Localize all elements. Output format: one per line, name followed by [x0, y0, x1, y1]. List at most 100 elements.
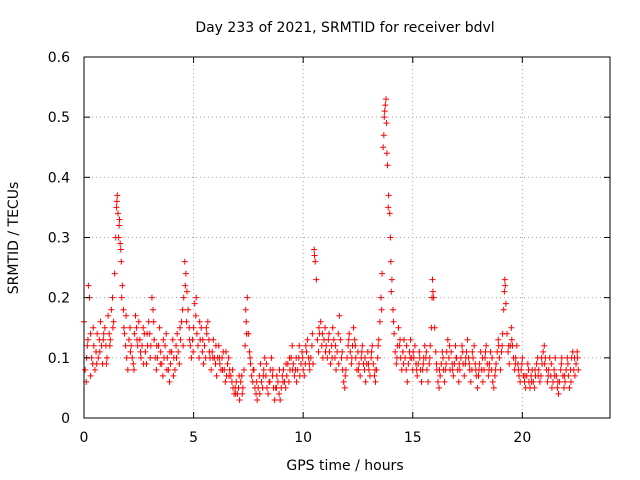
data-point [462, 354, 469, 361]
data-point [513, 342, 520, 349]
data-point [378, 306, 385, 313]
data-point [403, 366, 410, 373]
data-point [132, 312, 139, 319]
data-point [232, 390, 239, 397]
data-point [104, 354, 111, 361]
data-point [403, 342, 410, 349]
data-point [436, 366, 443, 373]
data-point [362, 378, 369, 385]
data-point [443, 360, 450, 367]
data-point [329, 354, 336, 361]
data-point [145, 318, 152, 325]
data-point [392, 348, 399, 355]
data-point [237, 378, 244, 385]
data-point [573, 360, 580, 367]
data-point [156, 324, 163, 331]
data-point [501, 288, 508, 295]
data-point [121, 330, 128, 337]
data-point [566, 384, 573, 391]
data-point [198, 324, 205, 331]
data-point [118, 258, 125, 265]
data-point [184, 288, 191, 295]
data-point [111, 270, 118, 277]
data-point [314, 336, 321, 343]
data-point [243, 318, 250, 325]
data-point [471, 342, 478, 349]
data-point [268, 354, 275, 361]
data-point [540, 348, 547, 355]
data-point [125, 336, 132, 343]
data-point [244, 294, 251, 301]
data-point [209, 354, 216, 361]
data-point [140, 360, 147, 367]
data-point [375, 336, 382, 343]
data-point [554, 378, 561, 385]
data-point [312, 258, 319, 265]
data-point [528, 378, 535, 385]
data-point [538, 354, 545, 361]
data-point [253, 378, 260, 385]
y-tick-label: 0.5 [48, 110, 70, 126]
data-point [291, 372, 298, 379]
data-point [479, 354, 486, 361]
data-point [212, 342, 219, 349]
data-point [105, 312, 112, 319]
data-point [107, 336, 114, 343]
data-point [190, 348, 197, 355]
data-point [483, 342, 490, 349]
data-point [333, 366, 340, 373]
data-point [175, 348, 182, 355]
data-point [560, 384, 567, 391]
data-point [500, 306, 507, 313]
data-point [90, 342, 97, 349]
data-point [361, 354, 368, 361]
data-point [116, 216, 123, 223]
data-point [117, 246, 124, 253]
data-point [208, 366, 215, 373]
data-point [381, 114, 388, 121]
y-tick-label: 0.6 [48, 50, 70, 66]
data-point [390, 306, 397, 313]
data-point [380, 144, 387, 151]
y-tick-label: 0 [61, 411, 70, 427]
data-point [411, 342, 418, 349]
data-point [123, 354, 130, 361]
data-point [448, 348, 455, 355]
data-point [247, 354, 254, 361]
data-point [503, 330, 510, 337]
data-point [309, 330, 316, 337]
data-point [103, 360, 110, 367]
data-point [469, 348, 476, 355]
data-point [407, 336, 414, 343]
data-point [562, 378, 569, 385]
data-point [555, 390, 562, 397]
data-point [194, 342, 201, 349]
data-point [475, 372, 482, 379]
data-point [352, 342, 359, 349]
data-point [545, 372, 552, 379]
data-point [536, 378, 543, 385]
data-point [480, 366, 487, 373]
data-point [414, 372, 421, 379]
data-point [551, 372, 558, 379]
data-point [311, 252, 318, 259]
data-point [548, 360, 555, 367]
data-point [524, 360, 531, 367]
data-point [133, 324, 140, 331]
data-point [400, 360, 407, 367]
data-point [404, 378, 411, 385]
data-point [248, 372, 255, 379]
data-point [96, 348, 103, 355]
data-point [464, 336, 471, 343]
data-point [397, 336, 404, 343]
data-point [380, 132, 387, 139]
data-point [226, 372, 233, 379]
data-point [269, 366, 276, 373]
data-point [239, 390, 246, 397]
data-point [219, 366, 226, 373]
data-point [348, 354, 355, 361]
data-point [384, 162, 391, 169]
data-point [374, 354, 381, 361]
data-point [557, 366, 564, 373]
data-point [359, 342, 366, 349]
